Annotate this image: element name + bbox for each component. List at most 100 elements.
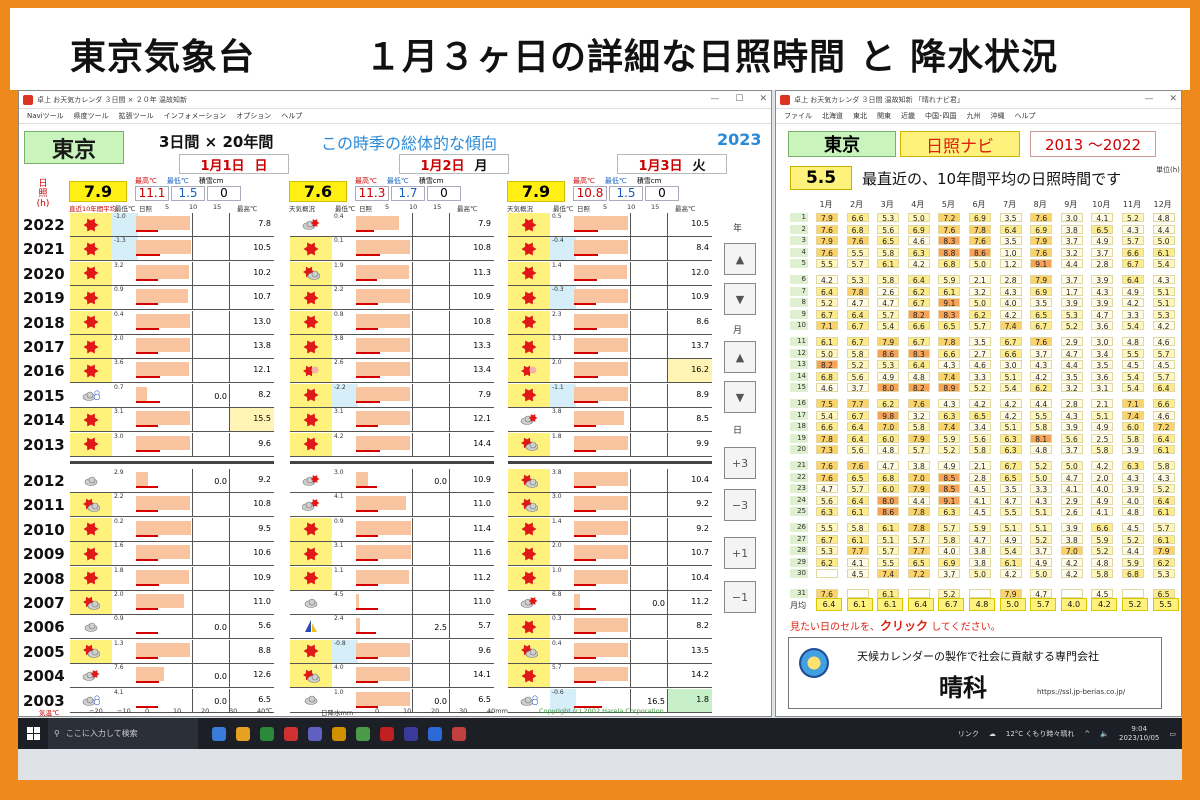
table-row[interactable]: 1.0 0.0 6.5	[290, 688, 494, 713]
sunshine-cell[interactable]: 5.0	[1152, 236, 1175, 246]
sunshine-cell[interactable]: 5.6	[846, 445, 869, 455]
table-row[interactable]: 4.1 11.0	[290, 493, 494, 518]
navi-menu-item[interactable]: 関東	[877, 112, 891, 120]
sunshine-cell[interactable]: 4.4	[1122, 546, 1144, 556]
sunshine-cell[interactable]: 5.3	[877, 360, 900, 370]
sunshine-cell[interactable]: 4.3	[1030, 495, 1053, 506]
sunshine-cell[interactable]	[1122, 589, 1144, 598]
sunshine-cell[interactable]: 3.0	[1060, 213, 1083, 223]
sunshine-cell[interactable]: 7.1	[816, 321, 838, 331]
sunshine-cell[interactable]: 5.0	[907, 213, 930, 223]
sunshine-cell[interactable]: 4.2	[999, 309, 1022, 320]
sunshine-cell[interactable]: 4.7	[846, 298, 869, 308]
sunshine-cell[interactable]: 5.1	[1152, 298, 1175, 308]
sunshine-cell[interactable]: 6.7	[846, 337, 869, 347]
table-row[interactable]: 2.4 2.5 5.7	[290, 615, 494, 640]
table-row[interactable]: 0.5 10.5	[508, 213, 712, 237]
sunshine-cell[interactable]: 3.9	[1091, 275, 1114, 285]
sunshine-cell[interactable]: 5.5	[1122, 348, 1144, 359]
sunshine-cell[interactable]: 4.3	[938, 399, 961, 409]
sunshine-cell[interactable]: 4.3	[1122, 472, 1144, 483]
sunshine-cell[interactable]: 4.3	[938, 360, 961, 370]
table-row[interactable]: -0.4 8.4	[508, 237, 712, 262]
sunshine-cell[interactable]: 6.2	[1152, 557, 1175, 568]
sunshine-cell[interactable]: 5.1	[1152, 286, 1175, 297]
sunshine-cell[interactable]: 7.9	[1030, 275, 1053, 285]
menu-item[interactable]: Naviツール	[27, 112, 64, 120]
table-row[interactable]: 0.9 10.7	[70, 286, 274, 311]
sunshine-cell[interactable]: 4.9	[1091, 495, 1114, 506]
sunshine-cell[interactable]: 7.6	[938, 224, 961, 235]
sunshine-cell[interactable]: 5.3	[1152, 569, 1175, 579]
sunshine-cell[interactable]: 7.6	[816, 589, 838, 599]
sunshine-cell[interactable]: 7.4	[877, 569, 900, 579]
table-row[interactable]: 2.6 13.4	[290, 359, 494, 384]
sunshine-cell[interactable]: 6.5	[938, 321, 961, 331]
sunshine-cell[interactable]: 6.7	[1122, 259, 1144, 269]
navi-menu-item[interactable]: ヘルプ	[1014, 112, 1036, 120]
sunshine-cell[interactable]: 6.8	[846, 224, 869, 235]
sunshine-cell[interactable]: 7.9	[1030, 236, 1053, 246]
table-row[interactable]: 3.0 9.6	[70, 432, 274, 457]
table-row[interactable]: 2.2 10.9	[290, 286, 494, 311]
table-row[interactable]: 4.2 14.4	[290, 432, 494, 457]
sunshine-cell[interactable]: 6.4	[1122, 275, 1144, 285]
sunshine-cell[interactable]: 5.2	[1030, 461, 1053, 471]
sunshine-cell[interactable]: 7.0	[1060, 546, 1083, 556]
sunshine-cell[interactable]: 6.3	[907, 247, 930, 258]
sunshine-cell[interactable]: 3.8	[1060, 224, 1083, 235]
sunshine-cell[interactable]: 8.0	[877, 383, 900, 393]
sunshine-cell[interactable]: 5.7	[877, 546, 900, 556]
table-row[interactable]: 4.1 0.0 6.5	[70, 688, 274, 713]
table-row[interactable]: -1.3 10.5	[70, 237, 274, 262]
table-row[interactable]: 4.0 14.1	[290, 664, 494, 689]
sunshine-cell[interactable]: 5.3	[1152, 309, 1175, 320]
sunshine-cell[interactable]: 6.0	[1122, 422, 1144, 432]
sunshine-cell[interactable]: 3.7	[1091, 247, 1114, 258]
sunshine-cell[interactable]: 4.7	[1091, 309, 1114, 320]
sunshine-cell[interactable]: 4.6	[816, 383, 838, 393]
sunshine-cell[interactable]: 4.5	[1122, 360, 1144, 370]
sunshine-cell[interactable]: 6.6	[846, 213, 869, 223]
sunshine-cell[interactable]: 4.4	[1152, 224, 1175, 235]
sunshine-cell[interactable]: 3.9	[1060, 523, 1083, 533]
sunshine-cell[interactable]: 8.6	[877, 348, 900, 359]
sunshine-cell[interactable]: 7.5	[816, 399, 838, 409]
sunshine-cell[interactable]: 5.6	[816, 495, 838, 506]
sunshine-cell[interactable]: 5.9	[1091, 534, 1114, 545]
start-button[interactable]	[18, 718, 48, 749]
table-row[interactable]: 0.4 13.5	[508, 639, 712, 664]
sunshine-cell[interactable]: 4.9	[1122, 286, 1144, 297]
sunshine-cell[interactable]: 5.1	[1030, 507, 1053, 517]
sunshine-cell[interactable]: 7.6	[1030, 213, 1053, 223]
sunshine-cell[interactable]: 8.9	[938, 383, 961, 393]
sunshine-cell[interactable]: 4.1	[1060, 484, 1083, 494]
sunshine-cell[interactable]: 5.1	[999, 371, 1022, 382]
sunshine-cell[interactable]: 5.2	[1122, 534, 1144, 545]
sunshine-cell[interactable]: 6.5	[907, 557, 930, 568]
company-url[interactable]: https://ssl.jp-berias.co.jp/	[1037, 688, 1126, 696]
sunshine-cell[interactable]: 3.0	[1091, 337, 1114, 347]
sunshine-cell[interactable]: 6.7	[846, 321, 869, 331]
sunshine-cell[interactable]: 3.5	[1060, 371, 1083, 382]
table-row[interactable]: -0.6 16.5 1.8	[508, 688, 712, 713]
table-row[interactable]: 0.7 0.0 8.2	[70, 383, 274, 408]
sunshine-cell[interactable]: 6.0	[877, 433, 900, 444]
sunshine-cell[interactable]: 5.0	[1030, 569, 1053, 579]
menu-item[interactable]: インフォメーション	[163, 112, 227, 120]
sunshine-cell[interactable]: 3.9	[1060, 422, 1083, 432]
sunshine-cell[interactable]: 3.3	[1122, 309, 1144, 320]
table-row[interactable]: 0.8 10.8	[290, 310, 494, 335]
sunshine-cell[interactable]: 6.1	[877, 523, 900, 533]
sunshine-cell[interactable]: 7.9	[877, 337, 900, 347]
sunshine-cell[interactable]: 5.2	[969, 383, 991, 393]
sunshine-cell[interactable]: 4.7	[877, 298, 900, 308]
sunshine-cell[interactable]: 5.7	[1152, 371, 1175, 382]
sunshine-cell[interactable]: 5.7	[846, 259, 869, 269]
taskbar-app-icon[interactable]	[212, 726, 226, 741]
sunshine-cell[interactable]: 5.2	[938, 589, 961, 599]
sunshine-cell[interactable]	[907, 589, 930, 598]
sunshine-cell[interactable]: 8.8	[938, 247, 961, 258]
sunshine-cell[interactable]: 4.3	[1122, 224, 1144, 235]
sunshine-cell[interactable]: 2.9	[1060, 337, 1083, 347]
